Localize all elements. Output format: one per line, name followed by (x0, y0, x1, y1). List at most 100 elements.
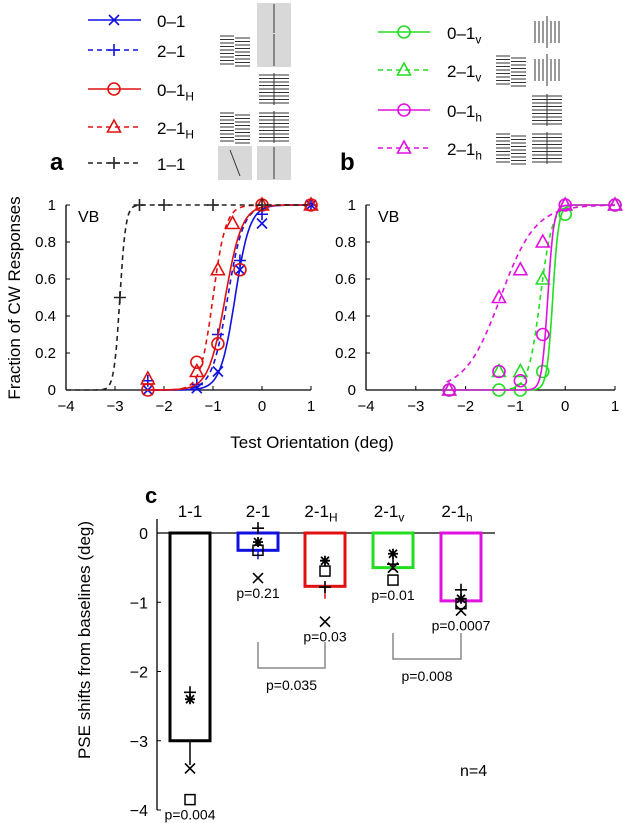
comparison-bracket: p=0.008 (392, 633, 462, 684)
data-point (558, 207, 573, 222)
y-tick-label: 0.2 (35, 345, 56, 362)
subject-star-marker (185, 694, 195, 705)
fit-curve (145, 204, 311, 391)
legend-marker (108, 157, 120, 169)
legend-marker (396, 139, 412, 154)
y-tick-label: −1 (130, 595, 148, 612)
legend-item: 2–1H (88, 111, 289, 144)
data-point (133, 199, 146, 211)
y-tick-label: −2 (130, 665, 148, 682)
legend-item: 0–1 (88, 3, 291, 37)
data-point (491, 362, 507, 378)
series-2-1v (441, 196, 623, 396)
bar-group: 2-1v p=0.01 (371, 502, 414, 603)
category-label: 2-1 (246, 502, 271, 521)
subject-square-marker (319, 565, 331, 577)
p-value-label: p=0.0007 (432, 618, 491, 634)
data-point (234, 264, 246, 276)
data-point (207, 199, 219, 211)
legend-label: 2–1v (447, 62, 481, 84)
data-point (211, 336, 225, 351)
data-point (534, 270, 551, 285)
panel-b-plot: −4 −3 −2 −1 0 1 0 0.2 0.4 0.6 0.8 1 VB (335, 196, 623, 415)
subject-plus-marker (319, 581, 331, 594)
legend-item: 0–1H (88, 73, 289, 105)
x-tick-label: −2 (457, 398, 474, 415)
y-tick-label: −4 (130, 803, 148, 820)
data-point (210, 261, 226, 276)
legend-item: 0–1v (378, 16, 560, 48)
legend-item: 0–1h (378, 94, 562, 126)
x-tick-label: −1 (204, 398, 221, 415)
subject-cross-marker (252, 572, 264, 584)
data-point (491, 288, 507, 304)
category-label: 2-1H (304, 502, 337, 524)
series-2-1H (139, 196, 319, 391)
subject-cross-marker (387, 562, 399, 574)
y-tick-label: 0 (48, 382, 56, 399)
y-axis-label-c: PSE shifts from baselines (deg) (75, 521, 94, 759)
subject-square-marker (252, 544, 264, 557)
subject-star-marker (253, 537, 263, 548)
subject-cross-marker (184, 762, 196, 775)
y-tick-label: 0.2 (335, 345, 356, 362)
data-point (441, 381, 458, 396)
panel-c-label: c (145, 483, 157, 508)
legend-label: 0–1H (157, 81, 194, 103)
legend-marker (397, 103, 411, 117)
stimulus-lines (532, 94, 562, 126)
x-tick-label: −4 (57, 398, 74, 415)
y-tick-label: 0.4 (335, 308, 356, 325)
comparison-p-value: p=0.008 (402, 668, 453, 684)
y-tick-label: 0.8 (335, 234, 356, 251)
stimulus-lines (496, 55, 526, 87)
legend-marker (107, 82, 121, 96)
x-tick-label: −1 (507, 398, 524, 415)
panel-a-label: a (50, 149, 64, 176)
p-value-label: p=0.004 (165, 807, 216, 823)
data-point (256, 217, 268, 230)
data-point (188, 362, 205, 378)
x-tick-label: 0 (258, 398, 266, 415)
comparison-bracket: p=0.035 (257, 642, 326, 693)
stimulus-lines (534, 54, 560, 86)
series-0-1v (442, 198, 622, 397)
x-tick-label: −4 (357, 398, 374, 415)
x-tick-label: 1 (307, 398, 315, 415)
fit-curve (446, 204, 615, 383)
y-tick-label: 1 (348, 197, 356, 214)
stimulus-lines (259, 111, 289, 143)
y-tick-label: 0.8 (35, 234, 56, 251)
data-point (190, 355, 204, 370)
y-tick-label: 0.6 (335, 271, 356, 288)
subject-cross-marker (319, 616, 331, 628)
legend-label: 1–1 (157, 155, 185, 174)
x-tick-label: 1 (611, 398, 619, 415)
stimulus-lines (532, 132, 562, 164)
subject-plus-marker (455, 583, 467, 596)
series-0-1h (442, 198, 622, 397)
vb-annotation: VB (78, 209, 99, 226)
y-tick-label: −3 (130, 734, 148, 751)
legend-item: 2–1 (88, 33, 291, 67)
legend-label: 0–1 (157, 12, 185, 31)
y-tick-label: 0 (139, 526, 148, 543)
legend-panel-b: 0–1v 2–1v 0–1h 2–1h (378, 16, 562, 165)
stimulus-lines (229, 149, 241, 177)
legend-marker (108, 44, 120, 56)
vb-annotation: VB (378, 209, 399, 226)
x-tick-label: −3 (407, 398, 424, 415)
legend-marker (396, 61, 412, 76)
bar-group: 2-1h p=0.0007 (432, 502, 491, 634)
legend-label: 2–1 (157, 42, 185, 61)
category-label: 1-1 (178, 502, 203, 521)
comparison-p-value: p=0.035 (266, 677, 317, 693)
fit-curve (446, 204, 615, 391)
p-value-label: p=0.21 (236, 585, 279, 601)
stimulus-lines (534, 16, 560, 48)
panel-b-label: b (340, 149, 355, 176)
subject-square-marker (455, 597, 467, 610)
bracket-line (257, 642, 326, 669)
data-point (512, 261, 529, 276)
subject-plus-marker (252, 522, 264, 535)
